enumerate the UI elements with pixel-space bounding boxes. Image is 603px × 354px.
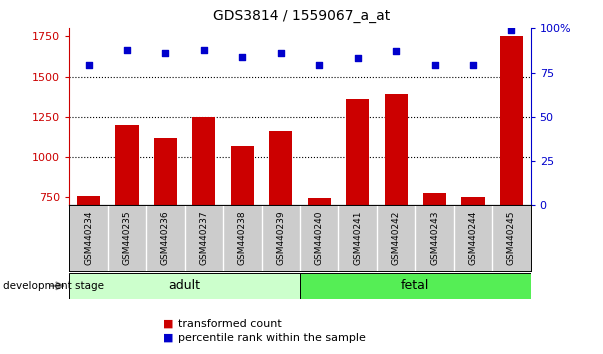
Text: GSM440237: GSM440237 xyxy=(200,211,209,266)
Bar xyxy=(346,99,369,205)
Point xyxy=(276,50,286,56)
Text: percentile rank within the sample: percentile rank within the sample xyxy=(178,333,366,343)
Point xyxy=(507,27,516,33)
Bar xyxy=(308,198,330,205)
Text: GSM440242: GSM440242 xyxy=(391,211,400,265)
Bar xyxy=(154,138,177,205)
Bar xyxy=(269,131,292,205)
Text: GSM440240: GSM440240 xyxy=(315,211,324,265)
Bar xyxy=(69,273,300,299)
Point xyxy=(238,54,247,59)
Text: GSM440238: GSM440238 xyxy=(238,211,247,266)
Text: GDS3814 / 1559067_a_at: GDS3814 / 1559067_a_at xyxy=(213,9,390,23)
Bar xyxy=(192,117,215,205)
Text: GSM440243: GSM440243 xyxy=(430,211,439,265)
Text: ■: ■ xyxy=(163,333,173,343)
Text: GSM440241: GSM440241 xyxy=(353,211,362,265)
Bar xyxy=(300,273,531,299)
Bar xyxy=(500,36,523,205)
Point xyxy=(160,50,170,56)
Text: development stage: development stage xyxy=(3,281,104,291)
Text: GSM440239: GSM440239 xyxy=(276,211,285,266)
Text: GSM440234: GSM440234 xyxy=(84,211,93,265)
Text: ■: ■ xyxy=(163,319,173,329)
Text: GSM440236: GSM440236 xyxy=(161,211,170,266)
Text: fetal: fetal xyxy=(401,279,429,292)
Text: transformed count: transformed count xyxy=(178,319,282,329)
Text: GSM440235: GSM440235 xyxy=(122,211,131,266)
Text: GSM440244: GSM440244 xyxy=(469,211,478,265)
Bar xyxy=(385,94,408,205)
Point xyxy=(430,63,440,68)
Point xyxy=(122,47,132,52)
Text: adult: adult xyxy=(169,279,201,292)
Bar xyxy=(116,125,139,205)
Point xyxy=(468,63,478,68)
Bar xyxy=(423,193,446,205)
Point xyxy=(199,47,209,52)
Bar xyxy=(461,197,485,205)
Point xyxy=(391,48,401,54)
Point xyxy=(84,63,93,68)
Bar xyxy=(77,196,100,205)
Point xyxy=(314,63,324,68)
Text: GSM440245: GSM440245 xyxy=(507,211,516,265)
Bar xyxy=(231,146,254,205)
Point xyxy=(353,56,362,61)
